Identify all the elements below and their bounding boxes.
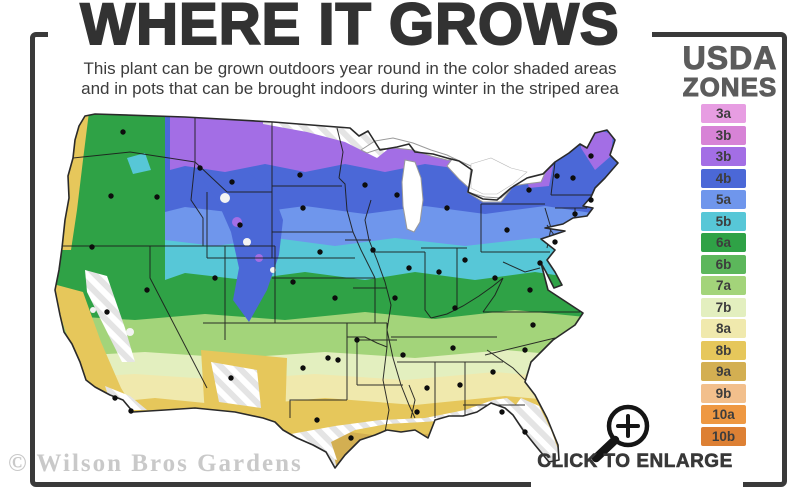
magnifier-plus-icon[interactable] [585,399,663,465]
zone-swatch-10b: 10b [701,426,746,446]
zone-swatch-7a: 7a [701,276,746,295]
frame-gap-top [48,26,652,40]
city-marker-dots [89,129,594,441]
zone-swatch-10a: 10a [701,405,746,424]
zone-swatch-3b: 3b [701,147,746,166]
zone-swatch-8b: 8b [701,340,746,360]
page-title: WHERE IT GROWS [79,0,620,58]
usda-zone-map[interactable] [35,100,675,480]
zone-swatch-9b: 9b [701,383,746,403]
zone-swatch-7b: 7b [701,297,746,317]
zone-swatch-6a: 6a [701,233,746,252]
click-to-enlarge-label[interactable]: CLICK TO ENLARGE [537,451,733,473]
legend-heading-zones: ZONES [682,72,778,102]
zone-swatch-5b: 5b [701,211,746,231]
zone-swatch-8a: 8a [701,319,746,338]
zone-swatch-3b: 3b [701,125,746,145]
zone-swatch-4b: 4b [701,168,746,188]
subtitle-line-2: and in pots that can be brought indoors … [81,79,619,98]
state-borders [62,116,593,433]
border-frame [30,32,787,487]
subtitle: This plant can be grown outdoors year ro… [50,59,650,99]
zone-swatch-5a: 5a [701,190,746,209]
zone-legend: 3a 3b 3b 4b 5a 5b 6a 6b 7a 7b 8a 8b 9a 9b 10a 10b [701,104,747,448]
watermark: © Wilson Bros Gardens [8,450,303,477]
frame-gap-bottom [531,478,743,492]
subtitle-line-1: This plant can be grown outdoors year ro… [83,59,617,78]
legend-heading: USDA ZONES [672,40,788,102]
us-outline [54,113,619,469]
zone-swatch-9a: 9a [701,362,746,381]
legend-heading-usda: USDA [682,40,778,76]
zone-swatch-6b: 6b [701,254,746,274]
zone-swatch-3a: 3a [701,104,746,123]
